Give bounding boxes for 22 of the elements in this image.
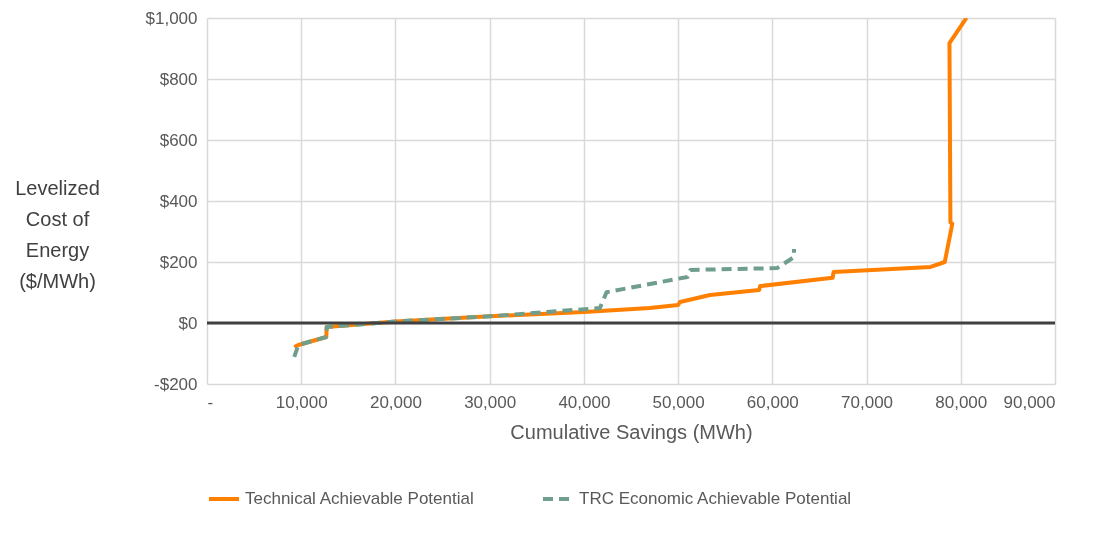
legend-label: TRC Economic Achievable Potential xyxy=(579,489,852,508)
x-tick-label: 80,000 xyxy=(935,392,988,412)
y-tick-label: $0 xyxy=(178,313,198,333)
y-tick-label: $800 xyxy=(159,69,198,89)
y-tick-label: $200 xyxy=(159,252,198,272)
line-series xyxy=(292,246,796,359)
x-axis-title: Cumulative Savings (MWh) xyxy=(510,420,753,443)
x-tick-label: 10,000 xyxy=(275,392,328,412)
y-tick-label: $1,000 xyxy=(145,8,198,28)
x-tick-label: 70,000 xyxy=(841,392,894,412)
x-tick-label: 90,000 xyxy=(1003,392,1056,412)
y-tick-label: $400 xyxy=(159,191,198,211)
y-axis-title: Levelized Cost of Energy ($/MWh) xyxy=(15,176,100,292)
x-tick-label: - xyxy=(207,392,214,412)
x-tick-label: 30,000 xyxy=(464,392,517,412)
y-tick-label: -$200 xyxy=(154,374,198,394)
y-tick-label: $600 xyxy=(159,130,198,150)
x-tick-label: 20,000 xyxy=(369,392,422,412)
x-tick-label: 60,000 xyxy=(746,392,799,412)
x-tick-label: 40,000 xyxy=(558,392,611,412)
x-tick-label: 50,000 xyxy=(652,392,705,412)
legend-label: Technical Achievable Potential xyxy=(245,489,474,508)
